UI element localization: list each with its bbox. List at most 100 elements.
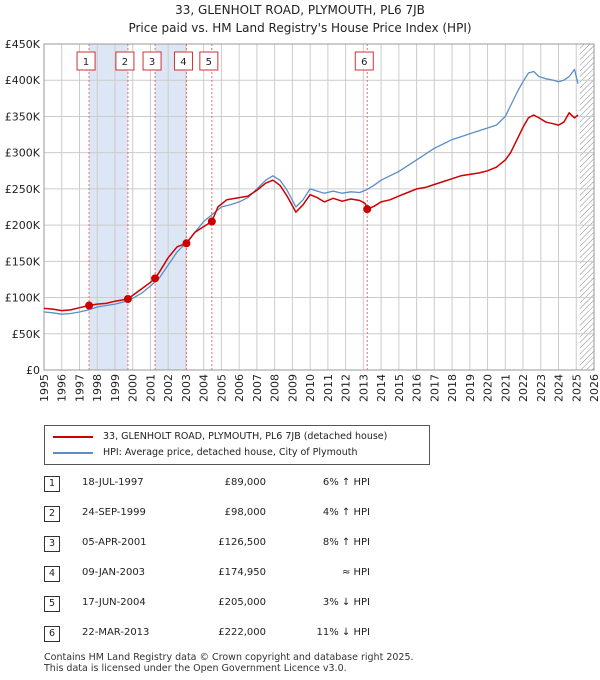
row-number: 5 bbox=[44, 596, 60, 612]
row-hpi: 6% ↑ HPI bbox=[322, 477, 370, 488]
x-tick-label: 2018 bbox=[446, 374, 459, 402]
x-tick-label: 2019 bbox=[464, 374, 477, 402]
x-tick-label: 2016 bbox=[411, 374, 424, 402]
legend: 33, GLENHOLT ROAD, PLYMOUTH, PL6 7JB (de… bbox=[44, 425, 430, 465]
x-tick-label: 2022 bbox=[517, 374, 530, 402]
row-date: 18-JUL-1997 bbox=[82, 477, 144, 488]
y-tick-label: £150K bbox=[5, 255, 41, 268]
row-price: £205,000 bbox=[218, 597, 266, 608]
legend-property-swatch bbox=[53, 435, 93, 438]
row-number: 3 bbox=[44, 536, 60, 552]
x-tick-label: 2007 bbox=[251, 374, 264, 402]
y-tick-label: £300K bbox=[5, 147, 41, 160]
sale-label-box bbox=[199, 51, 219, 71]
x-tick-label: 2002 bbox=[162, 374, 175, 402]
x-tick-label: 2017 bbox=[428, 374, 441, 402]
row-hpi: 11% ↓ HPI bbox=[316, 627, 370, 638]
x-tick-label: 2004 bbox=[198, 374, 211, 402]
table-row: 6 22-MAR-2013 £222,000 11% ↓ HPI bbox=[0, 620, 600, 648]
row-hpi: ≈ HPI bbox=[341, 567, 370, 578]
row-number: 2 bbox=[44, 506, 60, 522]
sale-label-box bbox=[142, 51, 162, 71]
table-row: 5 17-JUN-2004 £205,000 3% ↓ HPI bbox=[0, 590, 600, 618]
x-tick-label: 2015 bbox=[393, 374, 406, 402]
sale-label-box bbox=[173, 51, 193, 71]
row-date: 09-JAN-2003 bbox=[82, 567, 146, 578]
row-price: £89,000 bbox=[224, 477, 266, 488]
row-price: £174,950 bbox=[218, 567, 266, 578]
table-row: 4 09-JAN-2003 £174,950 ≈ HPI bbox=[0, 560, 600, 588]
x-tick-label: 1995 bbox=[38, 374, 51, 402]
table-row: 1 18-JUL-1997 £89,000 6% ↑ HPI bbox=[0, 470, 600, 498]
sale-point bbox=[207, 217, 216, 226]
footer-copyright: Contains HM Land Registry data © Crown c… bbox=[44, 652, 414, 663]
x-tick-label: 2003 bbox=[180, 374, 193, 402]
chart-title-address: 33, GLENHOLT ROAD, PLYMOUTH, PL6 7JB bbox=[175, 3, 425, 17]
x-tick-label: 2021 bbox=[499, 374, 512, 402]
property-price-line bbox=[43, 112, 579, 312]
sale-label-number: 1 bbox=[83, 57, 89, 68]
y-tick-label: £450K bbox=[5, 38, 41, 51]
sale-label-number: 2 bbox=[122, 57, 128, 68]
chart-subtitle: Price paid vs. HM Land Registry's House … bbox=[128, 21, 472, 35]
sale-point bbox=[151, 274, 160, 283]
x-tick-label: 2009 bbox=[286, 374, 299, 402]
sale-point bbox=[123, 295, 132, 304]
x-tick-label: 2023 bbox=[535, 374, 548, 402]
x-tick-label: 2024 bbox=[553, 374, 566, 402]
footer-note: Contains HM Land Registry data © Crown c… bbox=[44, 652, 414, 674]
x-tick-label: 2010 bbox=[304, 374, 317, 402]
sale-point bbox=[363, 205, 372, 214]
sale-label-box bbox=[76, 51, 96, 71]
sale-label-number: 6 bbox=[361, 57, 367, 68]
row-price: £126,500 bbox=[218, 537, 266, 548]
price-chart: £0 £50K £100K £150K £200K £250K £300K £350K £400… bbox=[5, 38, 600, 402]
legend-hpi-label: HPI: Average price, detached house, City… bbox=[103, 447, 358, 458]
legend-property-label: 33, GLENHOLT ROAD, PLYMOUTH, PL6 7JB (de… bbox=[103, 431, 388, 442]
x-tick-label: 2020 bbox=[482, 374, 495, 402]
row-hpi: 8% ↑ HPI bbox=[322, 537, 370, 548]
future-hatch bbox=[579, 44, 594, 370]
row-hpi: 3% ↓ HPI bbox=[322, 597, 370, 608]
row-date: 24-SEP-1999 bbox=[82, 507, 146, 518]
row-number: 1 bbox=[44, 476, 60, 492]
x-tick-label: 2001 bbox=[144, 374, 157, 402]
x-tick-label: 2014 bbox=[375, 374, 388, 402]
footer-licence: This data is licensed under the Open Gov… bbox=[44, 663, 347, 674]
y-tick-label: £200K bbox=[5, 219, 41, 232]
sale-label-number: 5 bbox=[206, 57, 212, 68]
sale-label-box bbox=[115, 51, 135, 71]
sale-point bbox=[85, 301, 94, 310]
y-tick-label: £400K bbox=[5, 74, 41, 87]
x-tick-label: 1999 bbox=[109, 374, 122, 402]
sale-label-number: 4 bbox=[180, 57, 186, 68]
sale-point bbox=[182, 239, 191, 248]
hpi-line bbox=[43, 68, 579, 315]
x-tick-label: 1996 bbox=[56, 374, 69, 402]
x-tick-label: 2005 bbox=[215, 374, 228, 402]
y-tick-label: £250K bbox=[5, 183, 41, 196]
legend-hpi-swatch bbox=[53, 451, 93, 454]
table-row: 2 24-SEP-1999 £98,000 4% ↑ HPI bbox=[0, 500, 600, 528]
x-tick-label: 2008 bbox=[269, 374, 282, 402]
row-hpi: 4% ↑ HPI bbox=[322, 507, 370, 518]
row-number: 6 bbox=[44, 626, 60, 642]
table-row: 3 05-APR-2001 £126,500 8% ↑ HPI bbox=[0, 530, 600, 558]
x-tick-label: 2000 bbox=[127, 374, 140, 402]
x-tick-label: 2011 bbox=[322, 374, 335, 402]
y-tick-label: £50K bbox=[12, 328, 41, 341]
y-tick-label: £350K bbox=[5, 110, 41, 123]
row-price: £222,000 bbox=[218, 627, 266, 638]
x-tick-label: 2013 bbox=[357, 374, 370, 402]
legend-property: 33, GLENHOLT ROAD, PLYMOUTH, PL6 7JB (de… bbox=[53, 429, 387, 445]
y-tick-label: £0 bbox=[26, 364, 40, 377]
x-tick-label: 2025 bbox=[570, 374, 583, 402]
x-tick-label: 2012 bbox=[340, 374, 353, 402]
x-tick-label: 1998 bbox=[91, 374, 104, 402]
plot-area bbox=[44, 44, 594, 370]
sale-label-box bbox=[354, 51, 374, 71]
row-price: £98,000 bbox=[224, 507, 266, 518]
row-date: 17-JUN-2004 bbox=[82, 597, 146, 608]
y-tick-label: £100K bbox=[5, 292, 41, 305]
x-tick-label: 2006 bbox=[233, 374, 246, 402]
